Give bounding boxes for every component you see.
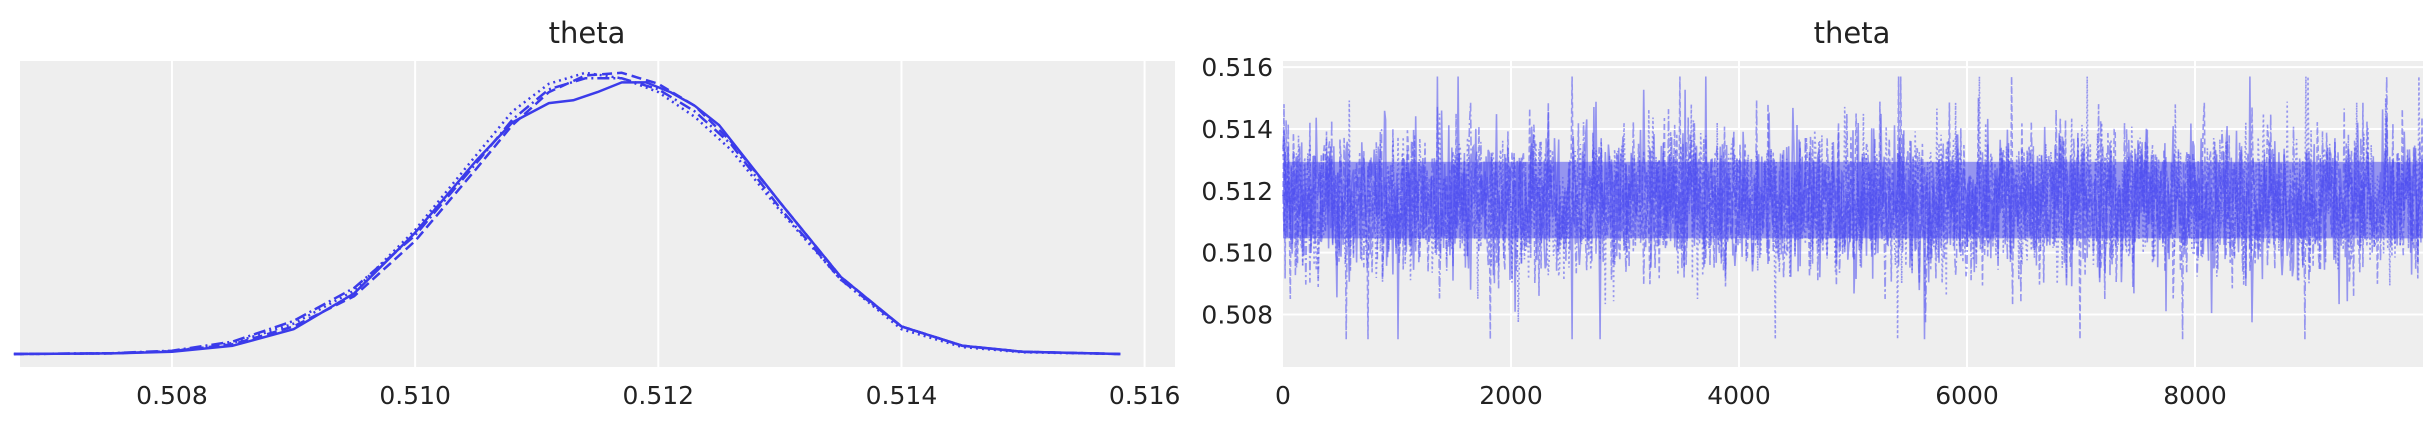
trace-y-ticks: 0.508 0.510 0.512 0.514 0.516 xyxy=(1201,53,1273,329)
density-curves xyxy=(13,71,1121,356)
density-x-tick-label: 0.512 xyxy=(623,381,695,410)
density-plot-area xyxy=(20,61,1175,367)
trace-x-ticks: 0 2000 4000 6000 8000 xyxy=(1275,381,2227,410)
density-curve-4 xyxy=(13,77,1121,356)
trace-title: theta xyxy=(1814,16,1891,50)
trace-lines xyxy=(1282,76,2423,340)
trace-panel: 0 2000 4000 6000 8000 0.5080.5100.5120.5140.… xyxy=(1201,16,2423,410)
density-panel: 0.508 0.510 0.512 0.514 0.516 theta xyxy=(13,16,1180,410)
density-x-tick-label: 0.514 xyxy=(866,381,938,410)
trace-x-tick-label: 0 xyxy=(1275,381,1291,410)
density-title: theta xyxy=(549,16,626,50)
trace-x-tick-label: 2000 xyxy=(1479,381,1543,410)
density-grid xyxy=(170,61,1146,367)
density-x-tick-label: 0.510 xyxy=(379,381,451,410)
trace-y-tick-label: 0.512 xyxy=(1201,177,1273,206)
density-x-tick-label: 0.516 xyxy=(1109,381,1181,410)
trace-y-tick-label: 0.514 xyxy=(1201,115,1273,144)
trace-density-band xyxy=(1283,161,2423,239)
trace-x-tick-label: 4000 xyxy=(1707,381,1771,410)
trace-y-tick-label: 0.508 xyxy=(1201,300,1273,329)
trace-x-tick-label: 8000 xyxy=(2163,381,2227,410)
density-curve-3 xyxy=(13,71,1121,356)
trace-y-tick-label: 0.510 xyxy=(1201,239,1273,268)
trace-x-tick-label: 6000 xyxy=(1935,381,1999,410)
trace-y-tick-label: 0.516 xyxy=(1201,53,1273,82)
density-x-ticks: 0.508 0.510 0.512 0.514 0.516 xyxy=(136,381,1180,410)
density-x-tick-label: 0.508 xyxy=(136,381,208,410)
